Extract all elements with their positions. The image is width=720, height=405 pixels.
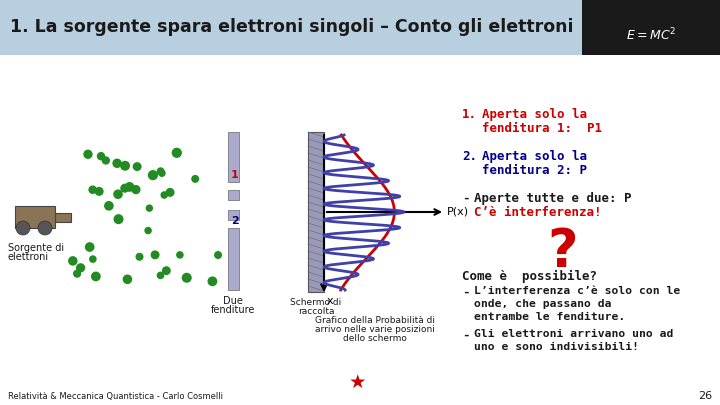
Text: L’interferenza c’è solo con le: L’interferenza c’è solo con le: [474, 286, 680, 296]
Point: [131, 163, 143, 170]
Circle shape: [16, 221, 30, 235]
Text: uno e sono indivisibili!: uno e sono indivisibili!: [474, 342, 639, 352]
Point: [122, 276, 133, 283]
Bar: [228, 132, 239, 182]
Point: [189, 176, 201, 182]
Point: [103, 202, 114, 209]
Bar: [0, 55, 720, 405]
Point: [143, 227, 154, 234]
Text: Come è  possibile?: Come è possibile?: [462, 270, 597, 283]
Point: [90, 273, 102, 280]
Text: 1: 1: [231, 170, 239, 180]
Text: -: -: [462, 286, 469, 299]
Text: Grafico della Probabilità di: Grafico della Probabilità di: [315, 316, 435, 325]
Point: [212, 252, 224, 258]
Point: [112, 191, 124, 198]
Text: C’è interferenza!: C’è interferenza!: [474, 206, 601, 219]
Point: [100, 157, 112, 164]
Point: [67, 258, 78, 264]
Text: Relatività & Meccanica Quantistica - Carlo Cosmelli: Relatività & Meccanica Quantistica - Car…: [8, 392, 223, 401]
Text: onde, che passano da: onde, che passano da: [474, 299, 611, 309]
Point: [87, 186, 99, 193]
Point: [155, 272, 166, 279]
Point: [134, 254, 145, 260]
Point: [147, 172, 158, 178]
Text: fenditura 1:  P1: fenditura 1: P1: [482, 122, 602, 135]
Point: [95, 153, 107, 160]
Text: 26: 26: [698, 391, 712, 401]
Text: Schermo di: Schermo di: [290, 298, 341, 307]
Point: [82, 151, 94, 158]
Text: arrivo nelle varie posizioni: arrivo nelle varie posizioni: [315, 325, 435, 334]
Text: -: -: [462, 329, 469, 342]
Text: 1.: 1.: [462, 108, 477, 121]
Text: elettroni: elettroni: [8, 252, 49, 262]
Point: [207, 278, 218, 285]
Text: raccolta: raccolta: [298, 307, 334, 316]
Point: [158, 192, 170, 198]
Text: Aperte tutte e due: P: Aperte tutte e due: P: [474, 192, 631, 205]
Bar: [55, 213, 71, 222]
Point: [94, 188, 105, 195]
Point: [181, 275, 192, 281]
Text: Aperta solo la: Aperta solo la: [482, 108, 587, 121]
Bar: [228, 228, 239, 290]
Bar: [582, 0, 720, 117]
Bar: [228, 210, 239, 220]
Point: [155, 168, 166, 175]
Text: fenditure: fenditure: [211, 305, 255, 315]
Text: 2.: 2.: [462, 150, 477, 163]
Point: [130, 186, 142, 193]
Text: Gli elettroni arrivano uno ad: Gli elettroni arrivano uno ad: [474, 329, 673, 339]
Point: [75, 264, 86, 271]
Text: $E=MC^2$: $E=MC^2$: [626, 27, 676, 43]
Text: fenditura 2: P: fenditura 2: P: [482, 164, 587, 177]
Text: 1. La sorgente spara elettroni singoli – Conto gli elettroni: 1. La sorgente spara elettroni singoli –…: [10, 18, 574, 36]
Text: entrambe le fenditure.: entrambe le fenditure.: [474, 312, 625, 322]
Point: [112, 160, 123, 166]
Text: 2: 2: [231, 216, 239, 226]
Bar: [0, 0, 720, 55]
Text: -: -: [462, 192, 469, 205]
Point: [143, 205, 155, 211]
Text: Due: Due: [223, 296, 243, 306]
Text: Sorgente di: Sorgente di: [8, 243, 64, 253]
Point: [171, 149, 183, 156]
Bar: [308, 132, 324, 292]
Point: [84, 244, 96, 250]
Point: [120, 162, 131, 169]
Point: [119, 185, 130, 192]
Bar: [228, 190, 239, 200]
Text: dello schermo: dello schermo: [343, 334, 407, 343]
Point: [164, 189, 176, 196]
Point: [161, 267, 172, 274]
Text: ★: ★: [348, 373, 366, 392]
Bar: [15, 206, 55, 228]
Point: [156, 170, 168, 177]
Point: [124, 183, 135, 190]
Point: [149, 252, 161, 258]
Text: ?: ?: [547, 226, 577, 278]
Point: [113, 216, 125, 222]
Point: [174, 252, 186, 258]
Text: P(x): P(x): [447, 207, 469, 217]
Point: [87, 256, 99, 262]
Text: Aperta solo la: Aperta solo la: [482, 150, 587, 163]
Point: [71, 271, 83, 277]
Text: x: x: [327, 296, 333, 306]
Circle shape: [38, 221, 52, 235]
